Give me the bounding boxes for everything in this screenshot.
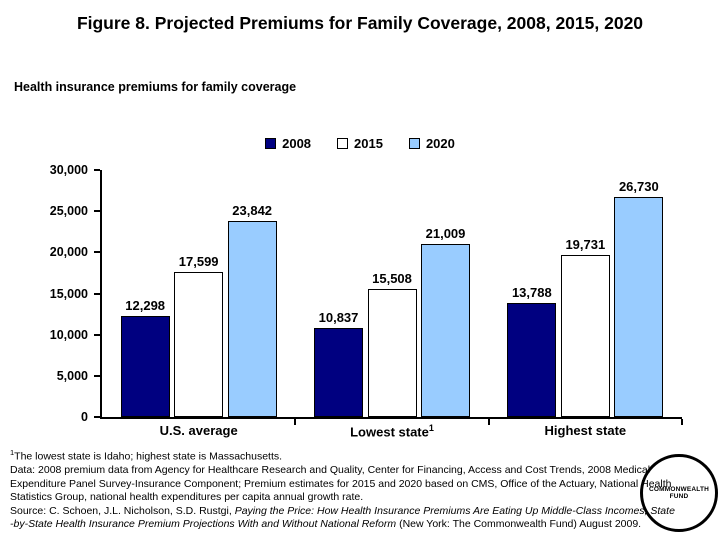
legend-label: 2020 <box>425 136 455 151</box>
legend-swatch-2008 <box>265 138 277 149</box>
footnote-text: (New York: The Commonwealth Fund) August… <box>396 518 642 530</box>
commonwealth-fund-logo: COMMONWEALTH FUND <box>640 454 718 532</box>
x-axis-tick <box>681 419 683 425</box>
y-axis-label: 5,000 <box>56 368 88 383</box>
bar-value-label: 17,599 <box>178 254 219 270</box>
y-axis-label: 25,000 <box>49 204 88 219</box>
bar-2008 <box>507 303 557 417</box>
y-axis-tick <box>94 374 100 377</box>
logo-text: FUND <box>669 493 689 500</box>
y-axis-tick <box>94 416 100 418</box>
y-axis-label: 10,000 <box>49 327 88 342</box>
y-axis-label: 0 <box>81 410 88 424</box>
y-axis-label: 30,000 <box>49 163 88 177</box>
footnote-text: Source: C. Schoen, J.L. Nicholson, S.D. … <box>10 504 235 517</box>
footnote-text: Data: 2008 premium data from Agency for … <box>10 464 651 476</box>
y-axis-label: 15,000 <box>49 286 88 301</box>
plot-area: 12,298 17,599 23,842 U.S. average 10,837 15,5… <box>100 170 683 439</box>
bar-value-label: 12,298 <box>125 297 166 313</box>
category-label: Lowest state1 <box>350 423 434 440</box>
y-axis-label: 20,000 <box>49 245 88 260</box>
legend-item-2008: 2008 <box>265 136 311 151</box>
bar-value-label: 26,730 <box>618 178 659 194</box>
footnote-text: Expenditure Panel Survey-Insurance Compo… <box>10 477 672 490</box>
x-axis-tick <box>294 419 297 425</box>
footnote-line: 1The lowest state is Idaho; highest stat… <box>10 446 718 464</box>
bar-2020 <box>227 220 277 417</box>
logo-text: COMMONWEALTH <box>648 485 710 493</box>
bar-value-label: 21,009 <box>425 226 466 242</box>
footnote-text: Statistics Group, national health expend… <box>10 491 364 503</box>
category-label: U.S. average <box>159 423 238 438</box>
legend-swatch-2020 <box>408 138 420 149</box>
bar-2015 <box>560 254 610 417</box>
footnote-line: Data: 2008 premium data from Agency for … <box>10 464 718 478</box>
y-axis-tick <box>94 251 100 254</box>
footnote-line: -by-State Health Insurance Premium Proje… <box>10 518 718 532</box>
x-axis-tick <box>487 419 490 425</box>
bar-value-label: 13,788 <box>511 285 552 301</box>
bar-2015 <box>174 272 224 417</box>
y-axis-tick <box>94 210 100 213</box>
y-axis-tick <box>94 169 100 171</box>
bar-value-label: 15,508 <box>372 271 412 287</box>
bar-2020 <box>614 196 664 417</box>
footnote-text: The lowest state is Idaho; highest state… <box>14 450 283 463</box>
chart-subtitle: Health insurance premiums for family cov… <box>14 80 297 94</box>
footnote-text: -by-State Health Insurance Premium Proje… <box>10 518 397 530</box>
legend-item-2020: 2020 <box>408 136 455 151</box>
footnote-text: 1 <box>10 448 15 457</box>
bar-2008 <box>120 315 170 417</box>
footnote-line: Expenditure Panel Survey-Insurance Compo… <box>10 478 718 492</box>
category-label: Highest state <box>544 423 627 438</box>
legend: 2008 2015 2020 <box>0 136 720 151</box>
bar-2015 <box>367 289 417 417</box>
bar-value-label: 10,837 <box>318 309 359 325</box>
footnote-line: Source: C. Schoen, J.L. Nicholson, S.D. … <box>10 505 718 519</box>
figure-title: Figure 8. Projected Premiums for Family … <box>76 13 644 33</box>
legend-label: 2008 <box>282 136 312 151</box>
footnotes: 1The lowest state is Idaho; highest stat… <box>10 446 718 532</box>
bar-2008 <box>314 327 363 417</box>
legend-swatch-2015 <box>337 138 349 149</box>
legend-label: 2015 <box>354 136 383 151</box>
bar-value-label: 19,731 <box>565 236 606 252</box>
legend-item-2015: 2015 <box>337 136 383 151</box>
bar-value-label: 23,842 <box>232 202 273 218</box>
y-axis-tick <box>94 292 100 295</box>
y-axis-tick <box>94 333 100 336</box>
footnote-text: Paying the Price: How Health Insurance P… <box>234 504 675 517</box>
bar-2020 <box>421 244 470 417</box>
footnote-line: Statistics Group, national health expend… <box>10 491 718 505</box>
